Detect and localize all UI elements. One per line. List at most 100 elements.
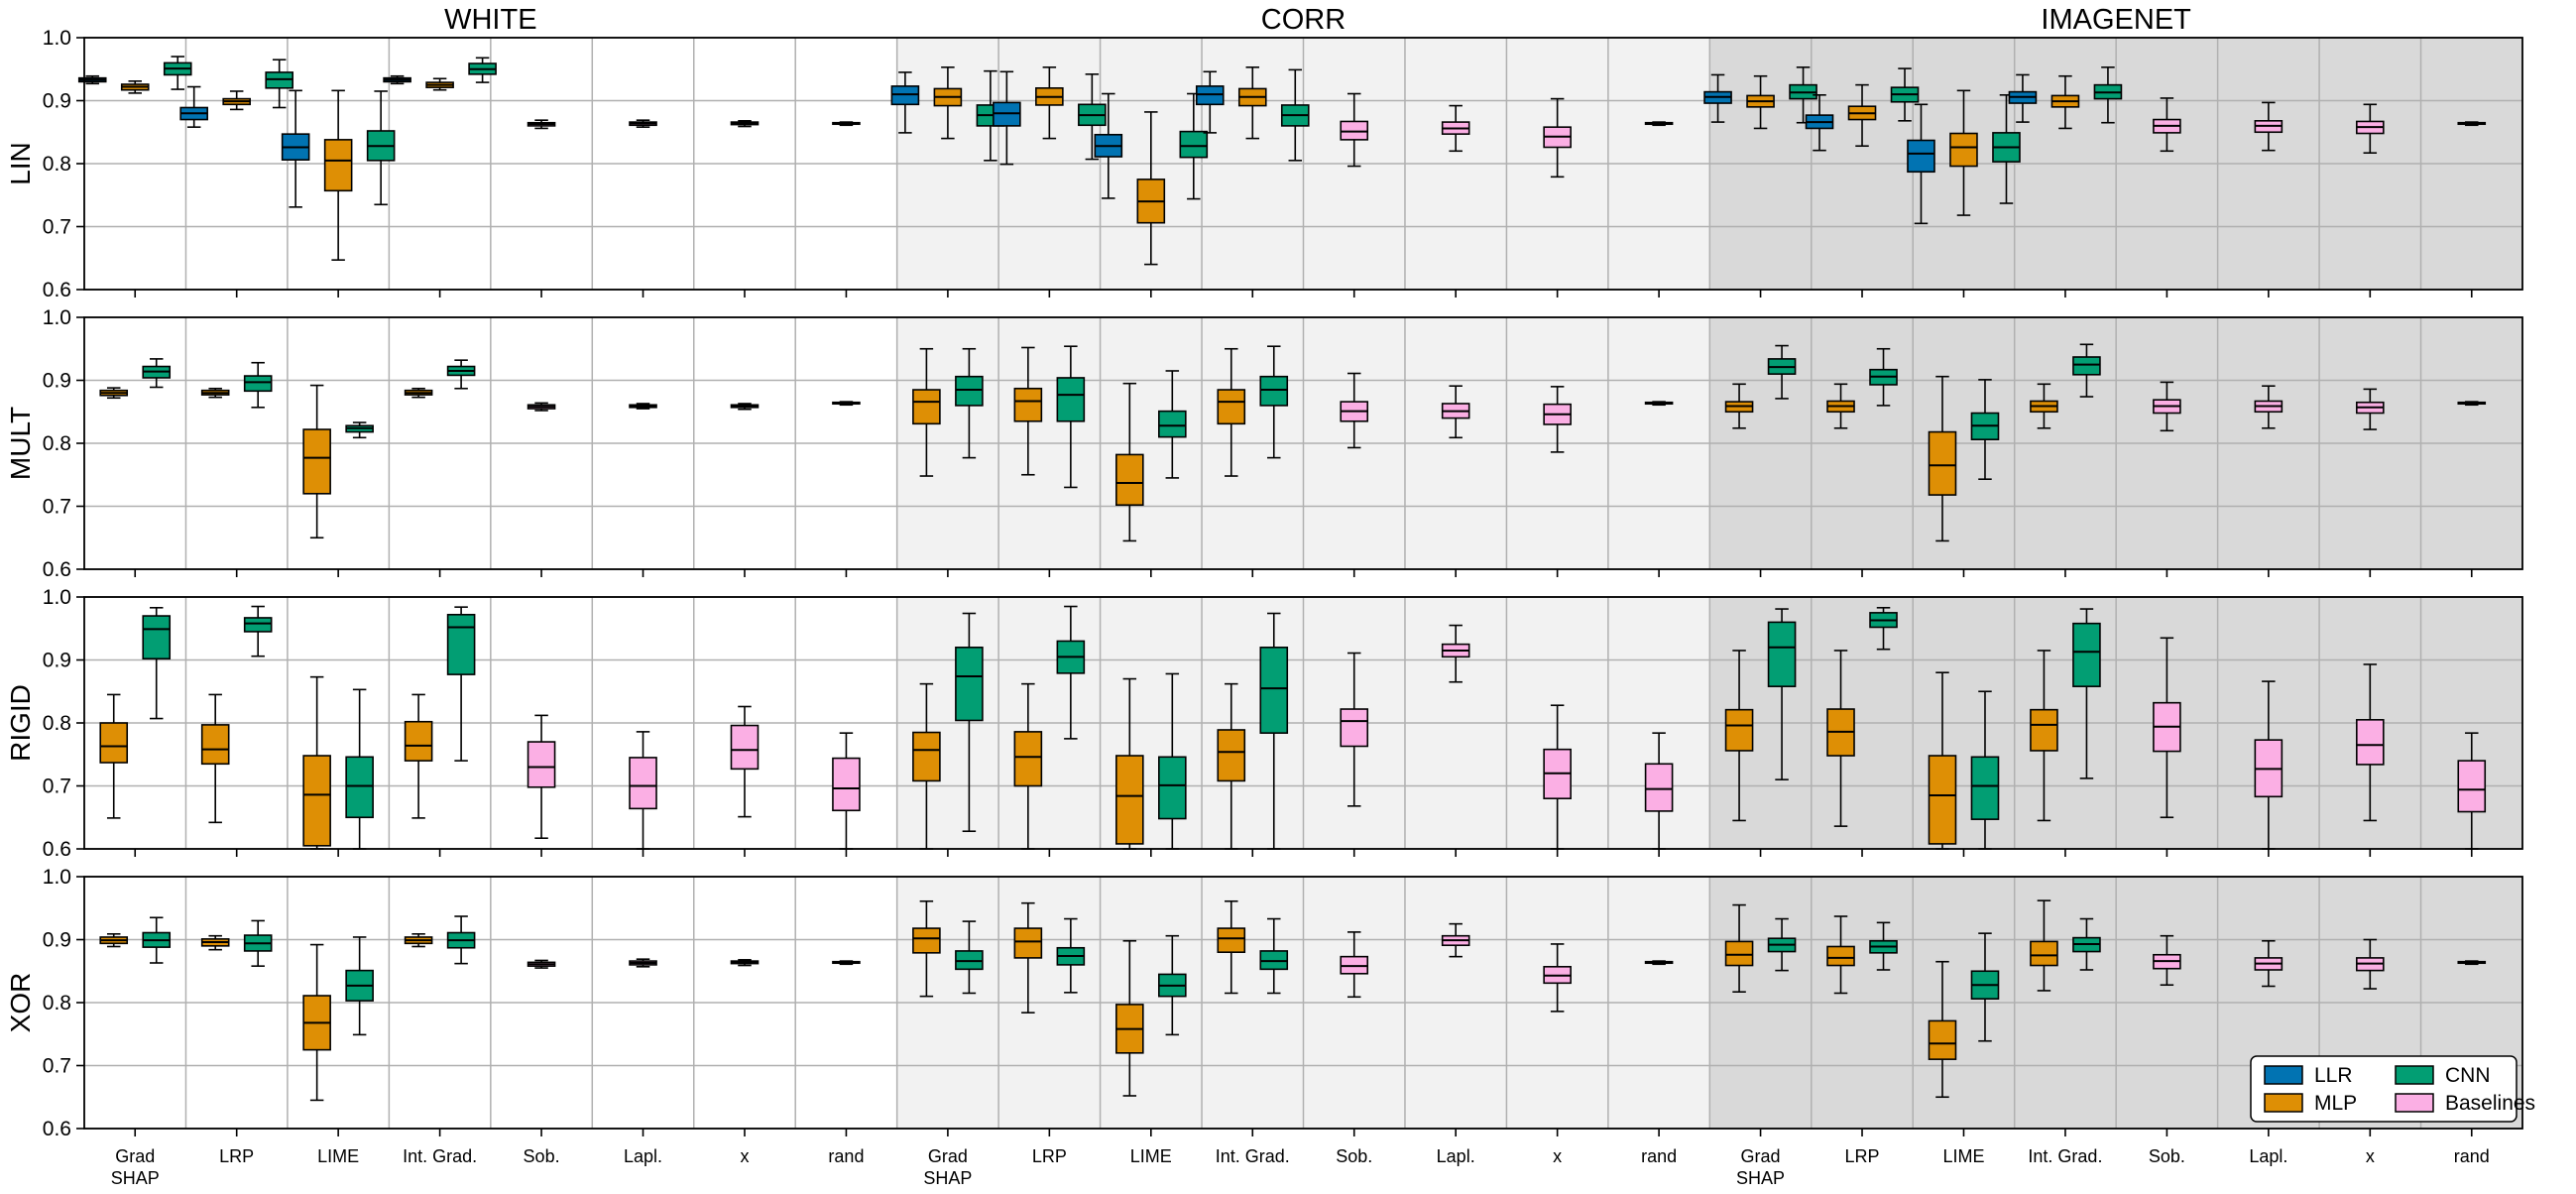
row-label-xor: XOR — [5, 973, 36, 1033]
box-cnn — [243, 375, 273, 393]
box-baselines — [832, 757, 861, 812]
y-tick-label: 0.9 — [43, 370, 71, 393]
x-tick-label: x — [2366, 1146, 2375, 1166]
y-tick-label: 0.7 — [43, 776, 71, 798]
box-mlp — [1724, 708, 1754, 752]
legend-label-llr: LLR — [2314, 1064, 2353, 1087]
box-mlp — [1013, 387, 1043, 422]
box-mlp — [1013, 731, 1043, 787]
row-label-lin: LIN — [5, 142, 36, 185]
box-cnn — [2072, 622, 2101, 687]
legend-label-cnn: CNN — [2445, 1064, 2491, 1087]
y-tick-label: 0.9 — [43, 90, 71, 113]
box-cnn — [345, 756, 374, 819]
box-cnn — [142, 615, 172, 660]
box-cnn — [1767, 621, 1797, 687]
box-cnn — [1259, 375, 1289, 407]
x-tick-label: Int. Grad. — [403, 1146, 477, 1166]
box-mlp — [99, 722, 129, 764]
x-tick-label: rand — [1641, 1146, 1677, 1166]
box-mlp — [1115, 755, 1144, 845]
group-title-corr: CORR — [1261, 4, 1346, 36]
box-mlp — [302, 428, 331, 495]
row-label-rigid: RIGID — [5, 684, 36, 762]
box-mlp — [2030, 940, 2058, 967]
box-baselines — [2356, 719, 2385, 766]
box-cnn — [1056, 377, 1086, 422]
y-tick-label: 0.6 — [43, 558, 71, 581]
x-tick-label: Int. Grad. — [2028, 1146, 2102, 1166]
x-tick-label: LIME — [317, 1146, 359, 1166]
box-cnn — [1158, 410, 1187, 438]
y-tick-label: 0.8 — [43, 992, 71, 1015]
y-tick-label: 0.7 — [43, 216, 71, 239]
y-tick-label: 0.6 — [43, 838, 71, 861]
box-mlp — [1928, 430, 1957, 496]
box-llr — [1907, 139, 1935, 174]
box-mlp — [912, 927, 941, 954]
box-mlp — [302, 755, 331, 847]
box-baselines — [629, 757, 657, 810]
x-tick-label: SHAP — [923, 1168, 972, 1188]
y-tick-label: 0.6 — [43, 1118, 71, 1140]
box-cnn — [955, 375, 984, 407]
chart-labels: 0.6 0.7 0.8 0.9 1.0 LIN 0.6 0.7 0.8 0.9 1.0 MULT 0.6… — [5, 4, 2490, 1188]
x-tick-label: Sob. — [1336, 1146, 1372, 1166]
y-tick-label: 1.0 — [43, 586, 71, 609]
box-mlp — [323, 139, 353, 192]
x-tick-label: SHAP — [111, 1168, 160, 1188]
x-tick-label: x — [740, 1146, 749, 1166]
box-mlp — [1217, 729, 1246, 782]
y-tick-label: 0.7 — [43, 1055, 71, 1078]
legend-label-mlp: MLP — [2314, 1092, 2357, 1115]
box-cnn — [955, 646, 984, 722]
box-mlp — [912, 389, 941, 425]
legend-swatch-baselines — [2395, 1093, 2434, 1113]
box-mlp — [1217, 927, 1246, 954]
legend-label-baselines: Baselines — [2445, 1092, 2535, 1115]
x-tick-label: rand — [2454, 1146, 2490, 1166]
y-tick-label: 1.0 — [43, 27, 71, 50]
box-mlp — [1724, 940, 1754, 967]
y-tick-label: 0.9 — [43, 650, 71, 672]
y-tick-label: 1.0 — [43, 866, 71, 889]
box-cnn — [446, 613, 476, 675]
box-plots — [77, 56, 2487, 1102]
box-cnn — [243, 617, 273, 633]
legend-swatch-cnn — [2395, 1065, 2434, 1085]
y-tick-label: 0.9 — [43, 929, 71, 952]
group-title-white: WHITE — [444, 4, 536, 36]
legend-swatch-llr — [2264, 1065, 2303, 1085]
x-tick-label: LIME — [1130, 1146, 1172, 1166]
y-tick-label: 0.6 — [43, 279, 71, 301]
x-tick-label: LIME — [1942, 1146, 1984, 1166]
box-mlp — [1115, 453, 1144, 507]
x-tick-label: Sob. — [524, 1146, 560, 1166]
group-title-imagenet: IMAGENET — [2041, 4, 2191, 36]
x-tick-label: SHAP — [1736, 1168, 1785, 1188]
x-tick-label: Lapl. — [2249, 1146, 2287, 1166]
legend-swatch-mlp — [2264, 1093, 2303, 1113]
x-tick-label: LRP — [219, 1146, 254, 1166]
x-tick-label: Grad — [1741, 1146, 1781, 1166]
box-mlp — [1928, 755, 1957, 845]
box-mlp — [1949, 132, 1978, 168]
legend: LLR CNN MLP Baselines — [2250, 1055, 2535, 1123]
row-label-mult: MULT — [5, 407, 36, 480]
x-tick-label: LRP — [1845, 1146, 1880, 1166]
box-baselines — [527, 741, 556, 788]
y-tick-label: 0.8 — [43, 432, 71, 455]
box-mlp — [200, 724, 230, 766]
x-tick-label: Grad — [115, 1146, 155, 1166]
y-tick-label: 0.8 — [43, 153, 71, 176]
box-mlp — [1217, 389, 1246, 425]
x-tick-label: x — [1553, 1146, 1562, 1166]
legend-box — [2250, 1055, 2517, 1123]
box-mlp — [1013, 927, 1043, 959]
box-mlp — [2030, 708, 2058, 752]
y-tick-label: 0.8 — [43, 712, 71, 735]
x-tick-label: Grad — [928, 1146, 968, 1166]
y-tick-label: 0.7 — [43, 496, 71, 519]
box-mlp — [912, 731, 941, 782]
